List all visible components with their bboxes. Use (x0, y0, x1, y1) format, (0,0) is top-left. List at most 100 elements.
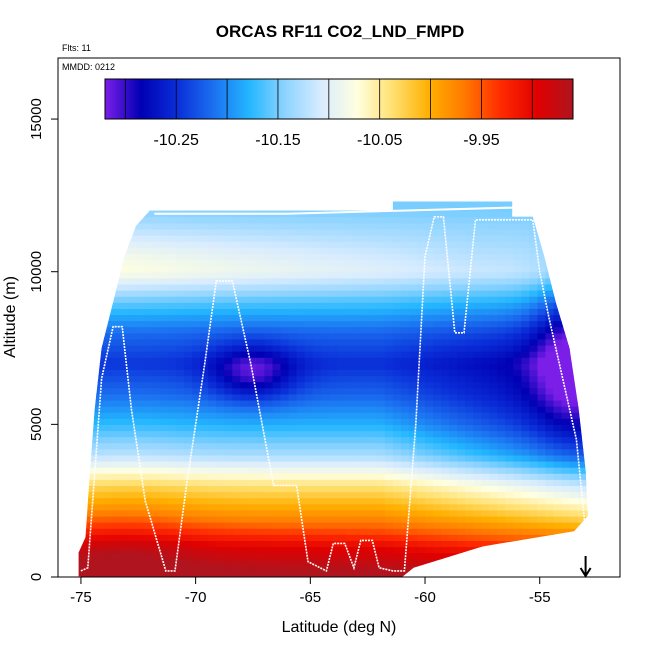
heatmap-cell (384, 235, 394, 242)
heatmap-cell (481, 485, 490, 493)
heatmap-cell (376, 228, 386, 236)
heatmap-cell (127, 216, 137, 224)
heatmap-cell (160, 387, 169, 395)
heatmap-cell (280, 253, 290, 261)
heatmap-cell (336, 479, 346, 487)
heatmap-cell (103, 314, 113, 322)
heatmap-cell (160, 522, 169, 529)
heatmap-cell (240, 424, 249, 432)
heatmap-cell (264, 467, 274, 474)
heatmap-cell (119, 552, 129, 560)
heatmap-cell (449, 491, 458, 499)
heatmap-cell (328, 399, 338, 407)
heatmap-cell (441, 222, 450, 230)
heatmap-cell (594, 241, 603, 248)
heatmap-cell (152, 277, 161, 285)
heatmap-cell (594, 272, 603, 279)
heatmap-cell (328, 528, 338, 535)
heatmap-cell (192, 503, 201, 511)
heatmap-cell (513, 296, 522, 303)
heatmap-cell (425, 503, 434, 511)
heatmap-cell (569, 308, 579, 316)
heatmap-cell (119, 222, 129, 230)
heatmap-cell (441, 509, 450, 517)
heatmap-cell (481, 253, 490, 261)
heatmap-cell (87, 308, 97, 316)
heatmap-cell (594, 467, 603, 474)
heatmap-cell (376, 253, 386, 261)
heatmap-cell (103, 442, 113, 450)
heatmap-cell (95, 357, 105, 364)
heatmap-cell (176, 259, 185, 267)
heatmap-cell (336, 491, 346, 499)
heatmap-cell (78, 442, 81, 450)
heatmap-cell (127, 222, 137, 230)
heatmap-cell (561, 253, 571, 261)
heatmap-cell (95, 540, 105, 548)
heatmap-cell (457, 479, 466, 487)
heatmap-cell (561, 460, 571, 468)
heatmap-cell (312, 222, 322, 230)
heatmap-cell (561, 393, 571, 401)
heatmap-cell (545, 491, 555, 499)
heatmap-cell (256, 460, 266, 468)
heatmap-cell (176, 534, 185, 541)
heatmap-cell (585, 283, 588, 291)
heatmap-cell (545, 247, 555, 254)
heatmap-cell (208, 369, 217, 377)
heatmap-cell (384, 491, 394, 499)
heatmap-cell (336, 515, 346, 523)
heatmap-cell (248, 222, 258, 230)
heatmap-cell (135, 485, 145, 493)
heatmap-cell (376, 515, 386, 523)
heatmap-cell (497, 460, 506, 468)
heatmap-cell (248, 369, 258, 377)
heatmap-cell (144, 241, 153, 248)
heatmap-cell (529, 357, 539, 364)
heatmap-cell (135, 412, 145, 419)
heatmap-cell (400, 216, 410, 224)
heatmap-cell (119, 216, 129, 224)
heatmap-cell (553, 387, 563, 395)
heatmap-cell (312, 332, 322, 340)
heatmap-cell (200, 265, 209, 273)
heatmap-cell (585, 522, 588, 529)
heatmap-cell (192, 271, 201, 279)
heatmap-cell (79, 460, 89, 468)
heatmap-cell (232, 503, 241, 511)
heatmap-cell (425, 271, 434, 279)
heatmap-cell (95, 332, 105, 340)
heatmap-cell (200, 201, 209, 206)
heatmap-cell (416, 564, 426, 572)
heatmap-cell (352, 528, 362, 535)
heatmap-cell (312, 369, 322, 377)
heatmap-cell (441, 296, 450, 303)
heatmap-cell (465, 375, 474, 383)
heatmap-cell (328, 485, 338, 493)
heatmap-cell (144, 314, 153, 322)
heatmap-cell (392, 375, 402, 383)
heatmap-cell (78, 357, 81, 364)
heatmap-cell (87, 204, 97, 212)
heatmap-cell (489, 509, 498, 517)
heatmap-cell (127, 485, 137, 493)
heatmap-cell (168, 201, 177, 206)
heatmap-cell (360, 534, 370, 541)
heatmap-cell (296, 418, 306, 425)
heatmap-cell (392, 412, 402, 419)
heatmap-cell (537, 357, 547, 364)
heatmap-cell (449, 204, 458, 212)
heatmap-cell (513, 235, 522, 242)
heatmap-cell (489, 228, 498, 236)
heatmap-cell (272, 442, 282, 450)
heatmap-cell (208, 473, 217, 480)
heatmap-cell (144, 515, 153, 523)
heatmap-cell (184, 235, 193, 242)
heatmap-cell (296, 235, 306, 242)
heatmap-cell (95, 375, 105, 383)
heatmap-cell (168, 509, 177, 517)
heatmap-cell (304, 201, 314, 206)
heatmap-cell (192, 534, 201, 541)
heatmap-cell (553, 399, 563, 407)
heatmap-cell (416, 210, 426, 218)
